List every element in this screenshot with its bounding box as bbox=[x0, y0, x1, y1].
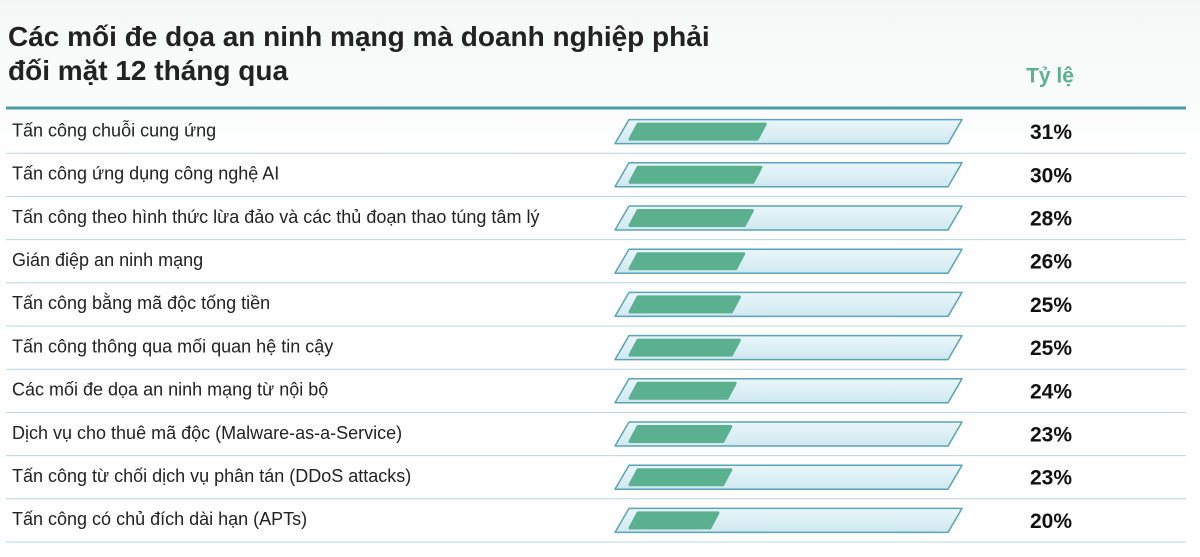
bar bbox=[628, 468, 733, 487]
value-label: 25% bbox=[1030, 294, 1072, 317]
value-label: 23% bbox=[1030, 424, 1072, 447]
category-label: Các mối đe dọa an ninh mạng từ nội bộ bbox=[12, 380, 328, 400]
bar bbox=[628, 252, 746, 271]
chart-title: Các mối đe dọa an ninh mạng mà doanh ngh… bbox=[8, 21, 710, 86]
value-label: 24% bbox=[1030, 380, 1072, 403]
category-label: Tấn công bằng mã độc tống tiền bbox=[12, 292, 270, 313]
bar bbox=[628, 511, 720, 530]
value-label: 25% bbox=[1030, 337, 1072, 360]
category-label: Tấn công từ chối dịch vụ phân tán (DDoS … bbox=[12, 466, 411, 486]
bar bbox=[628, 295, 741, 314]
bar bbox=[628, 209, 754, 227]
bar bbox=[628, 381, 737, 400]
value-label: 23% bbox=[1030, 467, 1072, 490]
value-label: 31% bbox=[1030, 121, 1072, 144]
bar bbox=[628, 425, 733, 443]
category-label: Tấn công chuỗi cung ứng bbox=[12, 119, 216, 140]
bar bbox=[628, 122, 767, 141]
value-label: 26% bbox=[1030, 251, 1072, 274]
category-label: Tấn công ứng dụng công nghệ AI bbox=[12, 164, 279, 184]
bar bbox=[628, 165, 763, 184]
value-label: 30% bbox=[1030, 164, 1072, 187]
category-label: Tấn công theo hình thức lừa đảo và các t… bbox=[12, 207, 539, 227]
value-header: Tỷ lệ bbox=[1026, 65, 1074, 88]
category-label: Dịch vụ cho thuê mã độc (Malware-as-a-Se… bbox=[12, 423, 402, 443]
bar bbox=[628, 338, 741, 357]
category-label: Tấn công thông qua mối quan hệ tin cậy bbox=[12, 336, 333, 356]
value-label: 28% bbox=[1030, 208, 1072, 231]
category-label: Gián điệp an ninh mạng bbox=[12, 250, 203, 270]
value-label: 20% bbox=[1030, 510, 1072, 533]
category-label: Tấn công có chủ đích dài hạn (APTs) bbox=[12, 509, 307, 529]
